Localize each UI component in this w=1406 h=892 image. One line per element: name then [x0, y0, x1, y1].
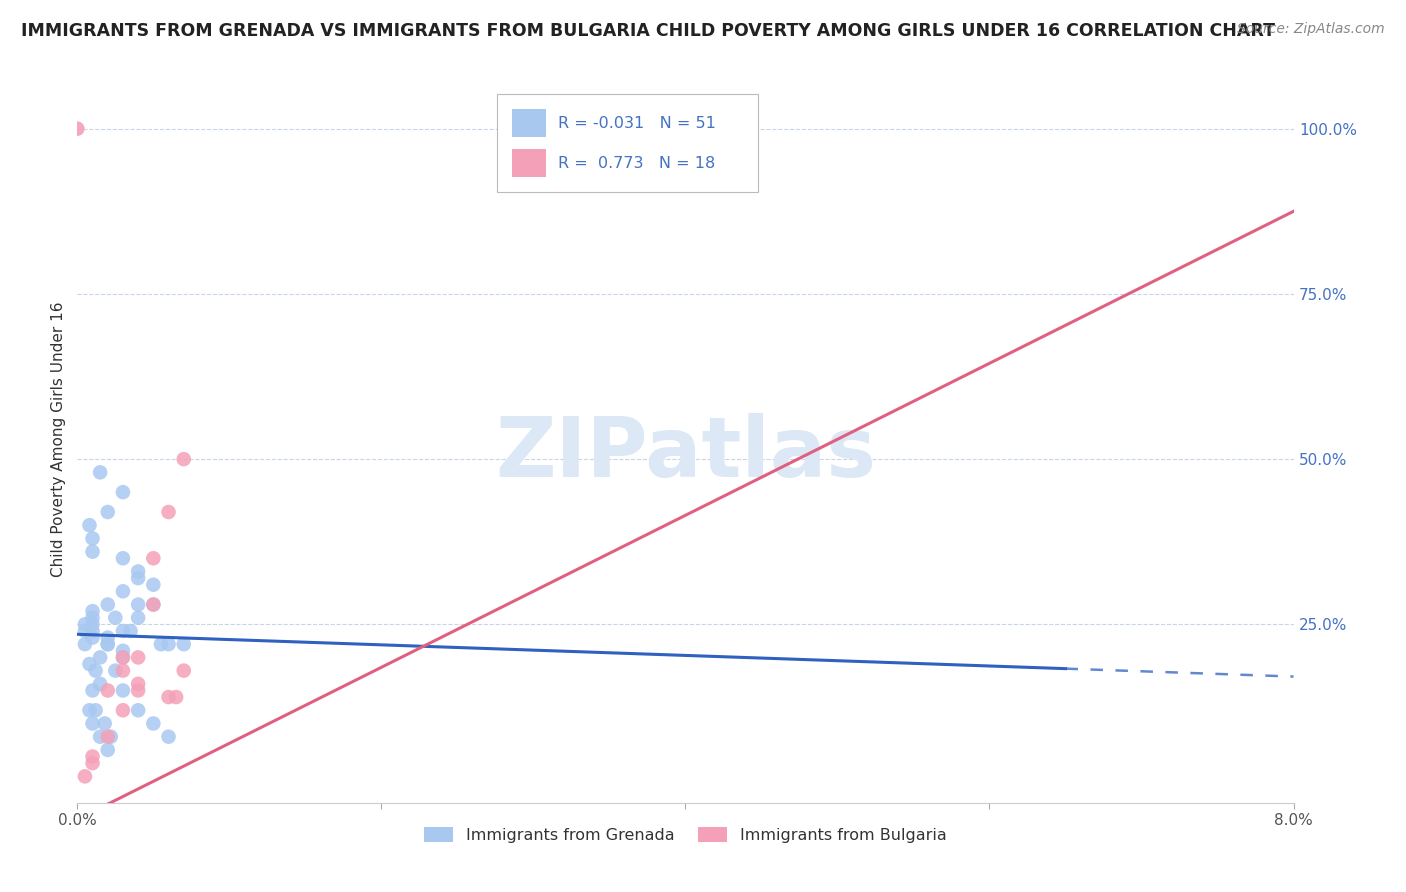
- Point: [73, 617, 96, 632]
- Point: [82, 683, 104, 698]
- Point: [111, 683, 134, 698]
- Point: [100, 730, 122, 744]
- Point: [111, 650, 134, 665]
- Point: [82, 749, 104, 764]
- Point: [142, 578, 165, 592]
- Point: [111, 703, 134, 717]
- Point: [120, 624, 142, 638]
- Point: [142, 598, 165, 612]
- Point: [104, 611, 127, 625]
- Point: [89, 466, 111, 480]
- Point: [127, 703, 149, 717]
- Point: [111, 551, 134, 566]
- Point: [73, 637, 96, 651]
- Point: [89, 650, 111, 665]
- FancyBboxPatch shape: [496, 94, 758, 192]
- Point: [142, 551, 165, 566]
- Text: R =  0.773   N = 18: R = 0.773 N = 18: [558, 155, 716, 170]
- Point: [82, 624, 104, 638]
- Point: [157, 690, 180, 704]
- Point: [142, 716, 165, 731]
- Point: [111, 624, 134, 638]
- Point: [97, 598, 120, 612]
- Point: [82, 544, 104, 558]
- Point: [127, 650, 149, 665]
- Point: [165, 690, 187, 704]
- Point: [73, 624, 96, 638]
- Point: [82, 532, 104, 546]
- Point: [127, 677, 149, 691]
- Point: [157, 730, 180, 744]
- Point: [73, 769, 96, 783]
- Point: [84, 664, 107, 678]
- Point: [97, 637, 120, 651]
- Point: [82, 604, 104, 618]
- Point: [127, 565, 149, 579]
- Point: [111, 485, 134, 500]
- Point: [127, 683, 149, 698]
- Point: [82, 756, 104, 771]
- Point: [79, 703, 101, 717]
- Point: [97, 631, 120, 645]
- Text: R = -0.031   N = 51: R = -0.031 N = 51: [558, 116, 716, 130]
- Bar: [512, 109, 546, 136]
- Point: [97, 730, 120, 744]
- Point: [97, 505, 120, 519]
- Point: [157, 637, 180, 651]
- Point: [173, 452, 195, 467]
- Point: [97, 743, 120, 757]
- Legend: Immigrants from Grenada, Immigrants from Bulgaria: Immigrants from Grenada, Immigrants from…: [418, 821, 953, 849]
- Text: ZIPatlas: ZIPatlas: [495, 413, 876, 494]
- Point: [82, 631, 104, 645]
- Point: [173, 664, 195, 678]
- Point: [127, 611, 149, 625]
- Point: [149, 637, 172, 651]
- Point: [111, 584, 134, 599]
- Point: [127, 598, 149, 612]
- Point: [111, 664, 134, 678]
- Text: IMMIGRANTS FROM GRENADA VS IMMIGRANTS FROM BULGARIA CHILD POVERTY AMONG GIRLS UN: IMMIGRANTS FROM GRENADA VS IMMIGRANTS FR…: [21, 22, 1275, 40]
- Point: [111, 644, 134, 658]
- Point: [104, 664, 127, 678]
- Point: [84, 703, 107, 717]
- Bar: [512, 149, 546, 177]
- Y-axis label: Child Poverty Among Girls Under 16: Child Poverty Among Girls Under 16: [51, 301, 66, 577]
- Point: [127, 571, 149, 585]
- Text: Source: ZipAtlas.com: Source: ZipAtlas.com: [1237, 22, 1385, 37]
- Point: [82, 617, 104, 632]
- Point: [82, 611, 104, 625]
- Point: [89, 677, 111, 691]
- Point: [79, 657, 101, 671]
- Point: [97, 683, 120, 698]
- Point: [173, 637, 195, 651]
- Point: [142, 598, 165, 612]
- Point: [66, 121, 89, 136]
- Point: [157, 505, 180, 519]
- Point: [79, 518, 101, 533]
- Point: [89, 730, 111, 744]
- Point: [82, 716, 104, 731]
- Point: [93, 716, 115, 731]
- Point: [111, 650, 134, 665]
- Point: [97, 637, 120, 651]
